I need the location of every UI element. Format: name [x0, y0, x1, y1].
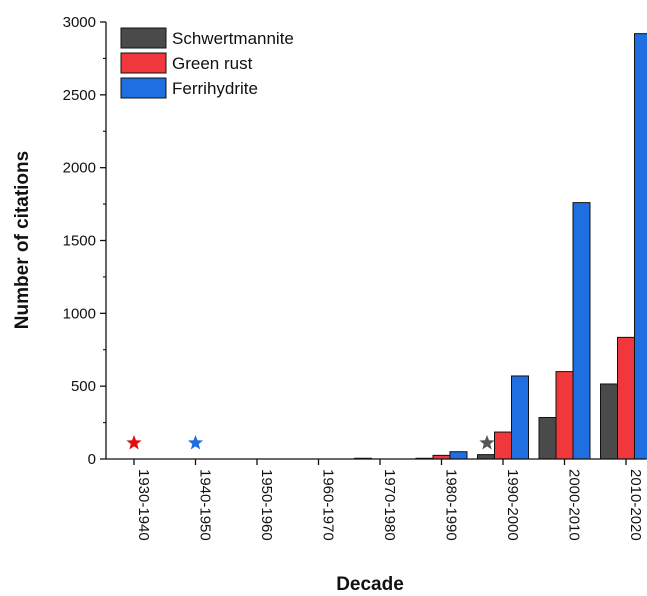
x-tick-label-1940-1950: 1940-1950 — [197, 469, 214, 541]
star-marker-1990-2000 — [479, 434, 495, 450]
bar-green-rust-1990-2000 — [494, 431, 512, 460]
bars-layer — [354, 33, 647, 460]
x-tick-label-1960-1970: 1960-1970 — [320, 469, 337, 541]
legend-label-schwertmannite: Schwertmannite — [172, 29, 294, 48]
y-axis-title: Number of citations — [12, 151, 33, 329]
y-tick-label: 1000 — [63, 305, 96, 322]
x-tick-label-2010-2020: 2010-2020 — [627, 469, 644, 541]
x-tick-label-1980-1990: 1980-1990 — [443, 469, 460, 541]
axes-layer: 0 500 1000 1500 2000 2500 3000 1930-1940 1940-19… — [63, 14, 645, 541]
legend-label-ferrihydrite: Ferrihydrite — [172, 79, 258, 98]
x-tick-label-1990-2000: 1990-2000 — [504, 469, 521, 541]
legend-swatch-schwertmannite — [120, 27, 167, 49]
legend-swatch-ferrihydrite — [120, 77, 167, 99]
y-tick-label: 3000 — [63, 14, 96, 31]
y-tick-label: 500 — [71, 378, 96, 395]
x-tick-label-1930-1940: 1930-1940 — [135, 469, 152, 541]
bar-green-rust-2000-2010 — [555, 371, 574, 460]
bar-ferrihydrite-2000-2010 — [572, 202, 591, 460]
bar-ferrihydrite-1980-1990 — [449, 451, 468, 460]
y-tick-label: 2500 — [63, 87, 96, 104]
bar-ferrihydrite-1990-2000 — [511, 375, 529, 460]
markers-layer — [126, 434, 495, 450]
bar-schwertmannite-1990-2000 — [477, 454, 495, 460]
legend-label-green-rust: Green rust — [172, 54, 253, 73]
bar-schwertmannite-2010-2020 — [600, 383, 618, 460]
bar-schwertmannite-2000-2010 — [538, 416, 557, 460]
x-tick-label-2000-2010: 2000-2010 — [566, 469, 583, 541]
x-axis-title: Decade — [336, 574, 404, 595]
x-tick-label-1970-1980: 1970-1980 — [381, 469, 398, 541]
legend-swatch-green-rust — [120, 52, 167, 74]
y-tick-label: 1500 — [63, 233, 96, 250]
x-tick-label-1950-1960: 1950-1960 — [258, 469, 275, 541]
bar-green-rust-2010-2020 — [617, 336, 635, 460]
y-tick-label: 0 — [88, 451, 96, 468]
star-marker-1930-1940 — [126, 434, 142, 450]
star-marker-1940-1950 — [187, 434, 204, 450]
legend: Schwertmannite Green rust Ferrihydrite — [120, 27, 294, 99]
y-tick-label: 2000 — [63, 160, 96, 177]
bar-ferrihydrite-2010-2020 — [634, 33, 647, 460]
